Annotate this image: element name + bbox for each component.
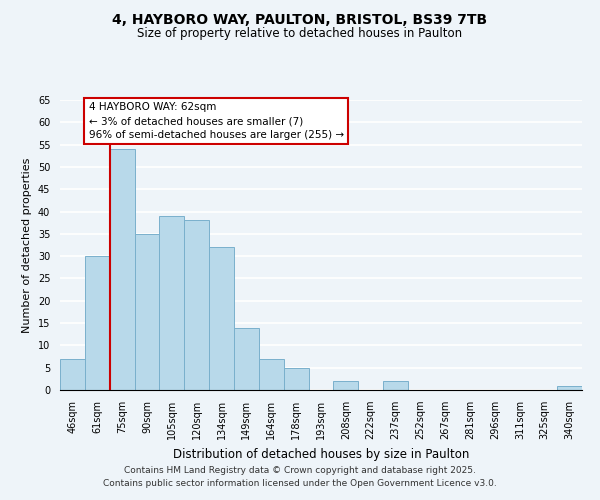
Bar <box>259 359 284 390</box>
Bar <box>383 381 408 390</box>
Bar <box>60 359 85 390</box>
Bar <box>209 247 234 390</box>
Y-axis label: Number of detached properties: Number of detached properties <box>22 158 32 332</box>
Text: 4, HAYBORO WAY, PAULTON, BRISTOL, BS39 7TB: 4, HAYBORO WAY, PAULTON, BRISTOL, BS39 7… <box>112 12 488 26</box>
Bar <box>557 386 582 390</box>
Bar <box>234 328 259 390</box>
Bar <box>334 381 358 390</box>
Text: Size of property relative to detached houses in Paulton: Size of property relative to detached ho… <box>137 28 463 40</box>
Bar <box>134 234 160 390</box>
Bar <box>110 149 134 390</box>
Bar <box>85 256 110 390</box>
Bar <box>160 216 184 390</box>
Text: Contains HM Land Registry data © Crown copyright and database right 2025.
Contai: Contains HM Land Registry data © Crown c… <box>103 466 497 487</box>
X-axis label: Distribution of detached houses by size in Paulton: Distribution of detached houses by size … <box>173 448 469 460</box>
Bar <box>284 368 308 390</box>
Bar <box>184 220 209 390</box>
Text: 4 HAYBORO WAY: 62sqm
← 3% of detached houses are smaller (7)
96% of semi-detache: 4 HAYBORO WAY: 62sqm ← 3% of detached ho… <box>89 102 344 140</box>
